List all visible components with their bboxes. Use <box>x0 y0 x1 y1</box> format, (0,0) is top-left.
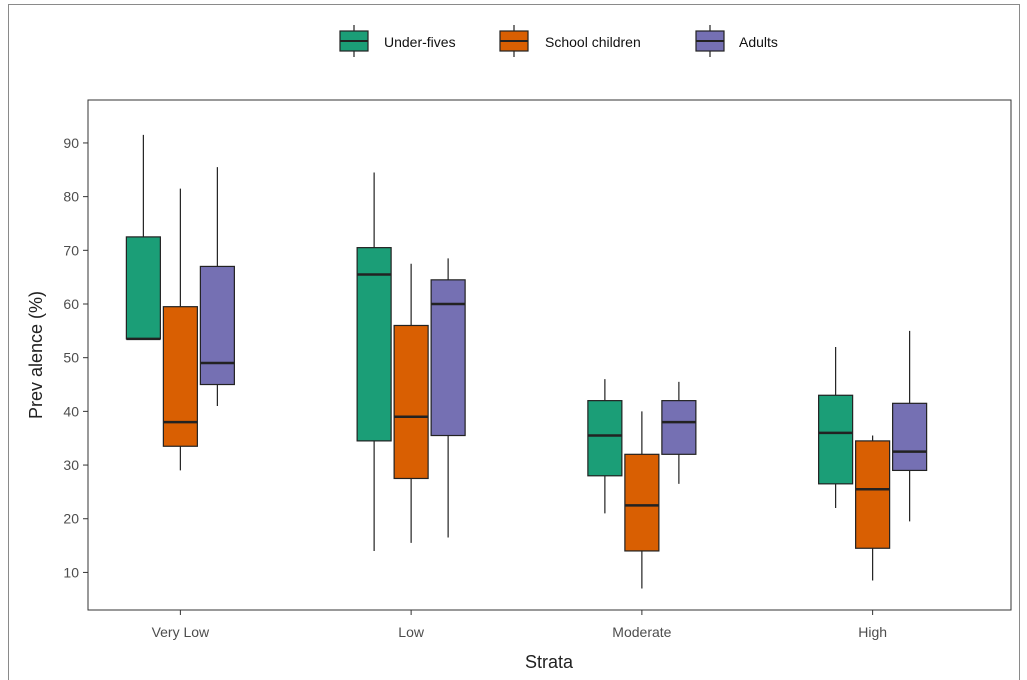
plot-panel <box>87 99 1012 611</box>
legend-item-under-fives: Under-fives <box>339 25 456 57</box>
box-body <box>393 324 429 480</box>
x-axis: Very Low Low Moderate High <box>152 610 887 640</box>
box-school-children <box>855 435 891 581</box>
box-body <box>162 306 198 447</box>
box-school-children <box>162 188 198 471</box>
y-tick-label: 20 <box>63 511 79 527</box>
box-body <box>430 279 466 437</box>
y-tick-label: 40 <box>63 403 79 419</box>
box-body <box>356 247 392 442</box>
box-body <box>855 440 891 549</box>
box-adults <box>892 330 928 522</box>
box-adults <box>430 258 466 538</box>
box-school-children <box>624 411 660 589</box>
y-tick-label: 50 <box>63 350 79 366</box>
box-under-fives <box>587 379 623 514</box>
legend-item-adults: Adults <box>695 25 778 57</box>
x-axis-title: Strata <box>525 652 574 672</box>
box-body <box>199 265 235 386</box>
y-axis-title: Prev alence (%) <box>26 291 46 419</box>
box-school-children <box>393 263 429 543</box>
y-tick-label: 80 <box>63 189 79 205</box>
legend: Under-fives School children Adults <box>339 25 778 57</box>
legend-label: Adults <box>739 34 778 50</box>
box-under-fives <box>818 346 854 508</box>
y-tick-label: 90 <box>63 135 79 151</box>
legend-item-school-children: School children <box>499 25 641 57</box>
boxes-layer <box>125 134 928 589</box>
legend-label: Under-fives <box>384 34 456 50</box>
y-tick-label: 10 <box>63 564 79 580</box>
box-adults <box>661 381 697 484</box>
box-body <box>587 400 623 477</box>
legend-label: School children <box>545 34 641 50</box>
x-tick-label: Very Low <box>152 624 210 640</box>
box-body <box>624 453 660 552</box>
x-tick-label: Low <box>398 624 425 640</box>
y-tick-label: 60 <box>63 296 79 312</box>
box-adults <box>199 167 235 406</box>
box-under-fives <box>356 172 392 551</box>
box-body <box>892 402 928 472</box>
x-tick-label: Moderate <box>612 624 671 640</box>
box-body <box>818 394 854 485</box>
y-tick-label: 70 <box>63 242 79 258</box>
x-tick-label: High <box>858 624 887 640</box>
y-axis: 10 20 30 40 50 60 70 80 90 <box>63 135 88 580</box>
box-body <box>661 400 697 455</box>
y-tick-label: 30 <box>63 457 79 473</box>
box-body <box>125 236 161 340</box>
box-under-fives <box>125 134 161 341</box>
